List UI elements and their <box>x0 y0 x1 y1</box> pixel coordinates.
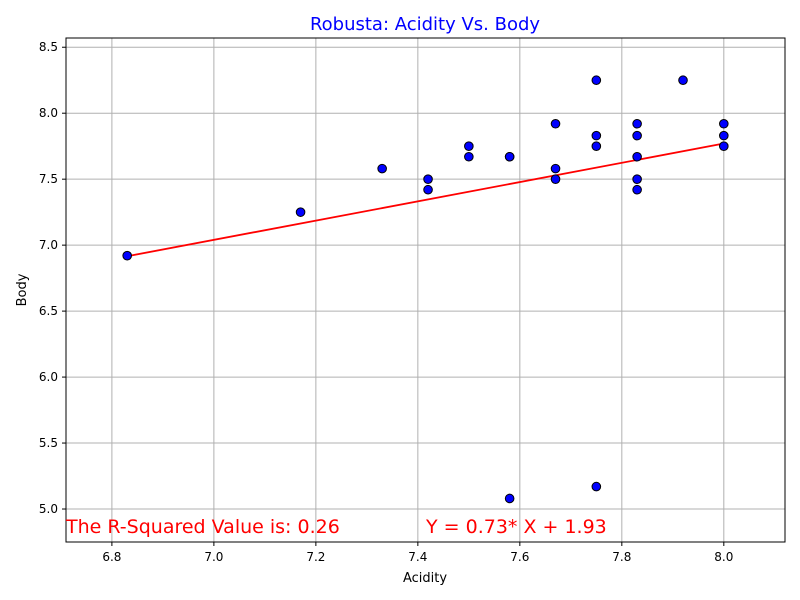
data-point <box>464 151 474 162</box>
data-point <box>504 151 515 162</box>
data-point <box>591 481 602 492</box>
data-point <box>591 130 602 141</box>
y-tick-label: 5.0 <box>39 502 58 516</box>
r-squared-annotation: The R-Squared Value is: 0.26 <box>65 516 340 538</box>
x-axis-ticks: 6.8 7.0 7.2 7.4 7.6 7.8 8.0 <box>102 542 733 564</box>
data-point <box>719 118 729 129</box>
data-point <box>632 184 642 195</box>
data-point <box>632 174 642 184</box>
data-point <box>632 130 642 141</box>
data-point <box>295 207 306 217</box>
plot-frame <box>65 37 786 543</box>
regression-line <box>127 142 724 258</box>
data-point <box>719 141 729 151</box>
x-tick-label: 7.8 <box>612 550 631 564</box>
data-point <box>377 163 387 174</box>
data-point <box>678 75 688 86</box>
data-point <box>719 130 729 141</box>
data-point <box>550 174 561 184</box>
data-point <box>550 118 561 129</box>
x-tick-label: 7.2 <box>306 550 325 564</box>
data-point <box>591 141 602 151</box>
y-axis-label: Body <box>15 273 30 306</box>
y-tick-label: 8.0 <box>39 106 58 120</box>
y-tick-label: 8.5 <box>39 40 58 54</box>
y-tick-label: 5.5 <box>39 436 58 450</box>
data-point <box>423 174 433 184</box>
y-axis-ticks: 5.0 5.5 6.0 6.5 7.0 7.5 8.0 8.5 <box>39 40 66 516</box>
x-tick-label: 7.0 <box>204 550 223 564</box>
y-tick-label: 6.0 <box>39 370 58 384</box>
regression-line-group <box>127 142 724 258</box>
data-point <box>632 118 642 129</box>
data-points <box>122 75 729 504</box>
data-point <box>591 75 602 86</box>
grid-lines <box>66 38 785 542</box>
data-point <box>122 250 132 261</box>
x-tick-label: 7.4 <box>408 550 427 564</box>
x-tick-label: 8.0 <box>714 550 733 564</box>
data-point <box>423 184 433 195</box>
data-point <box>464 141 474 151</box>
regression-equation-annotation: Y = 0.73* X + 1.93 <box>425 516 607 538</box>
y-tick-label: 7.0 <box>39 238 58 252</box>
data-point <box>550 163 561 174</box>
x-axis-label: Acidity <box>403 571 447 586</box>
y-tick-label: 7.5 <box>39 172 58 186</box>
x-tick-label: 6.8 <box>102 550 121 564</box>
y-tick-label: 6.5 <box>39 304 58 318</box>
chart-title: Robusta: Acidity Vs. Body <box>310 14 540 35</box>
data-point <box>504 493 515 504</box>
x-tick-label: 7.6 <box>510 550 529 564</box>
data-point <box>632 151 642 162</box>
